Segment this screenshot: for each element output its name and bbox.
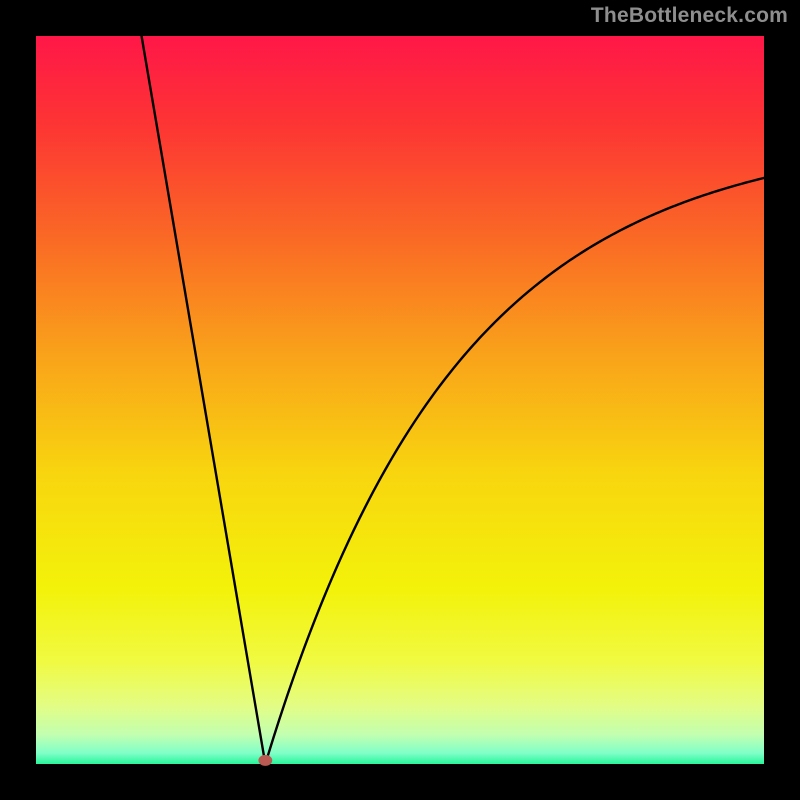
minimum-marker	[258, 755, 272, 766]
chart-frame: TheBottleneck.com	[0, 0, 800, 800]
plot-background	[36, 36, 764, 764]
bottleneck-chart	[0, 0, 800, 800]
